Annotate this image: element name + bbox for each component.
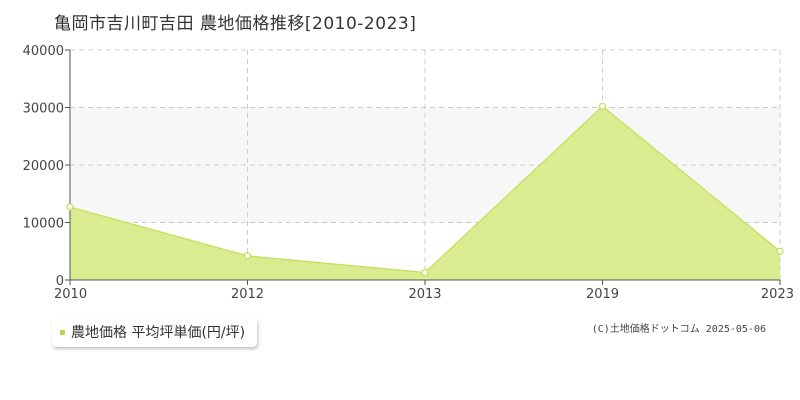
y-tick-label: 20000 [23,159,64,174]
x-tick-label: 2019 [586,287,619,302]
data-point [598,102,607,110]
x-tick-label: 2012 [231,287,264,302]
x-tick-label: 2023 [761,287,794,302]
legend-label: 農地価格 平均坪単価(円/坪) [71,325,246,341]
chart-title: 亀岡市吉川町吉田 農地価格推移[2010-2023] [54,14,417,34]
y-tick-label: 30000 [23,102,64,117]
y-tick-label: 0 [56,274,64,289]
x-tick-label: 2010 [54,287,87,302]
data-point [66,203,74,211]
y-tick-label: 10000 [23,217,64,232]
legend-swatch [60,329,65,335]
x-tick-label: 2013 [408,287,441,302]
series-area [70,106,780,280]
legend: 農地価格 平均坪単価(円/坪) [52,318,258,347]
data-point [776,247,784,255]
copyright-text: (C)土地価格ドットコム 2025-05-06 [591,324,766,335]
data-point [421,268,429,277]
y-tick-label: 40000 [23,44,64,59]
data-point [243,252,252,260]
